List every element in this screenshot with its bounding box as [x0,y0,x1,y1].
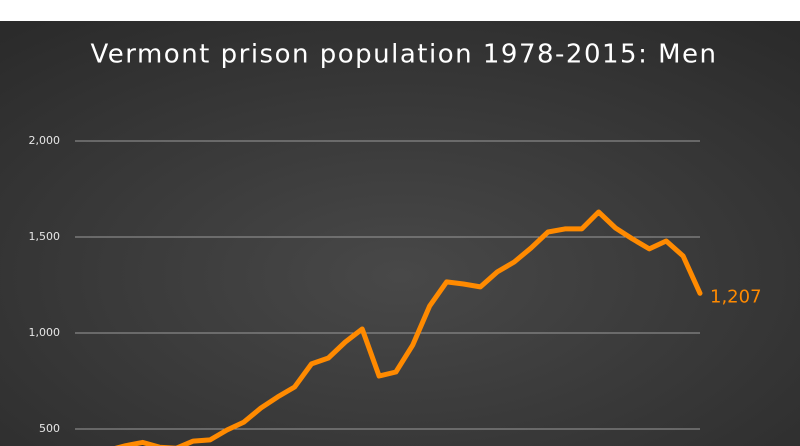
y-tick-label: 2,000 [29,134,61,147]
top-strip [0,0,800,21]
chart-title: Vermont prison population 1978-2015: Men [90,40,717,70]
chart-background [0,21,800,446]
data-line [114,209,703,446]
y-tick-label: 500 [39,422,60,435]
y-tick-label: 1,000 [29,326,61,339]
y-tick-label: 1,500 [29,230,61,243]
value-label: 1,207 [710,286,762,307]
